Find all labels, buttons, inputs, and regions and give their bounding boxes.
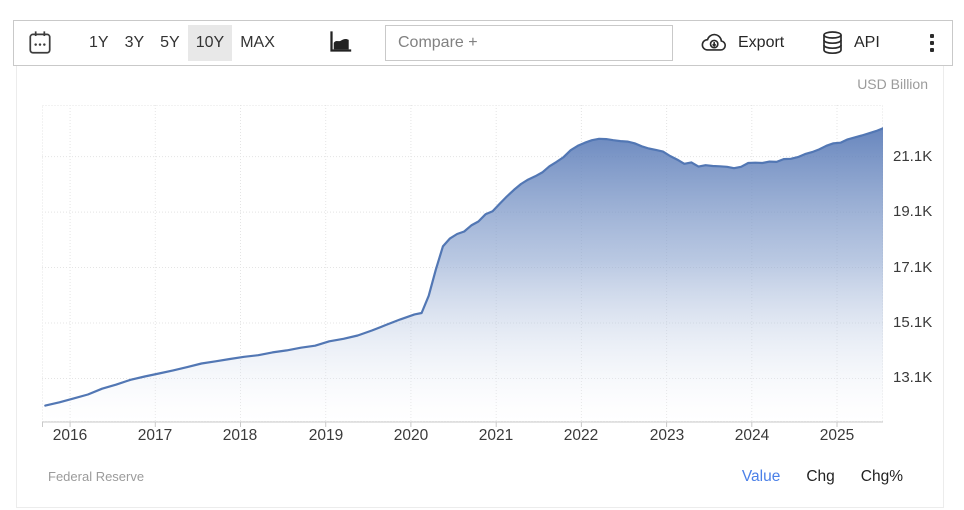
y-axis-label: 19.1K [893,203,933,220]
mode-link-value[interactable]: Value [741,468,781,485]
cloud-download-icon [701,33,726,51]
y-axis-label: 17.1K [893,259,933,276]
export-label: Export [738,34,785,51]
x-axis-label: 2018 [222,427,258,444]
x-axis-label: 2021 [478,427,514,444]
x-axis-label: 2025 [819,427,855,444]
y-axis-label: 13.1K [893,369,933,386]
api-button[interactable]: API [820,25,880,61]
kebab-menu-icon [930,34,934,38]
x-axis-label: 2019 [308,427,344,444]
x-axis-label: 2016 [52,427,88,444]
overflow-menu-button[interactable] [910,25,954,61]
export-button[interactable]: Export [700,25,784,61]
range-button-10y[interactable]: 10Y [187,25,233,61]
x-axis-label: 2020 [393,427,429,444]
range-selector: 1Y 3Y 5Y 10Y MAX [81,25,283,61]
unit-label: USD Billion [857,76,928,92]
chart-card [16,66,944,508]
range-button-1y[interactable]: 1Y [81,25,117,61]
x-axis-label: 2023 [649,427,685,444]
display-mode-links: Value Chg Chg% [742,468,903,486]
mode-link-chgpct[interactable]: Chg% [860,468,903,485]
area-chart [42,105,885,427]
calendar-icon [29,31,51,54]
x-axis-label: 2024 [734,427,770,444]
x-axis-label: 2017 [137,427,173,444]
chart-toolbar: 1Y 3Y 5Y 10Y MAX Export [13,20,953,66]
chart-type-button[interactable] [327,28,354,55]
x-axis-label: 2022 [563,427,599,444]
calendar-button[interactable] [27,29,53,56]
database-icon [823,31,842,55]
area-chart-icon [330,31,352,52]
source-label: Federal Reserve [48,469,145,484]
compare-input[interactable] [385,25,673,61]
api-label: API [854,34,880,51]
range-button-3y[interactable]: 3Y [117,25,153,61]
range-button-5y[interactable]: 5Y [152,25,188,61]
chart-plot-area[interactable] [42,105,885,430]
range-button-max[interactable]: MAX [232,25,283,61]
y-axis-label: 15.1K [893,314,933,331]
mode-link-chg[interactable]: Chg [806,468,835,485]
y-axis-label: 21.1K [893,148,933,165]
